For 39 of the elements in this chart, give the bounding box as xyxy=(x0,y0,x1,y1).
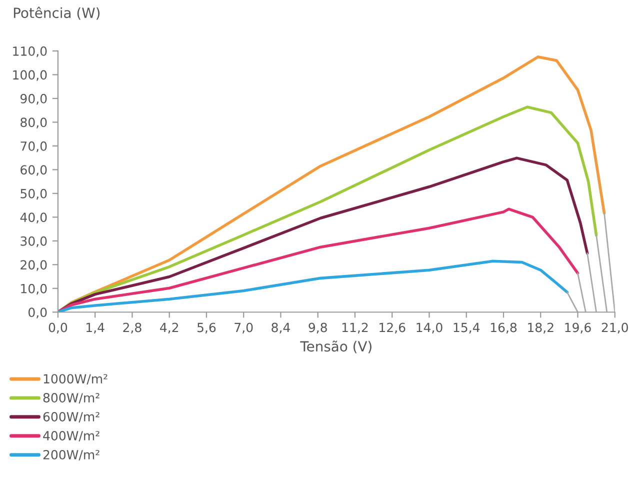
x-tick-label: 8,4 xyxy=(272,322,290,334)
x-tick-label: 7,0 xyxy=(234,322,253,334)
x-tick-label: 19,6 xyxy=(565,322,591,334)
legend-label: 400W/m² xyxy=(43,430,100,442)
y-tick-label: 80,0 xyxy=(20,118,47,128)
line-series xyxy=(58,260,569,312)
x-tick-label: 11,2 xyxy=(342,322,368,334)
x-tick-label: 2,8 xyxy=(123,322,142,334)
y-tick-label: 70,0 xyxy=(20,141,47,152)
x-tick-label: 16,8 xyxy=(490,322,517,334)
y-tick-label: 90,0 xyxy=(20,94,47,105)
legend-label: 600W/m² xyxy=(43,412,100,422)
line-series xyxy=(58,106,598,312)
x-tick-label: 5,6 xyxy=(197,322,216,334)
legend-label: 800W/m² xyxy=(43,393,100,404)
legend-label: 200W/m² xyxy=(43,450,100,460)
x-tick-label: 1,4 xyxy=(86,322,104,334)
x-tick-label: 14,0 xyxy=(416,322,442,334)
y-tick-label: 40,0 xyxy=(20,212,47,224)
x-tick-label: 9,8 xyxy=(308,322,327,334)
y-axis-title: Potência (W) xyxy=(14,6,100,20)
x-tick-label: 0,0 xyxy=(48,322,68,334)
y-tick-label: 30,0 xyxy=(20,236,47,248)
y-tick-label: 0,0 xyxy=(28,308,47,318)
line-series xyxy=(58,156,589,312)
x-axis-title: Tensão (V) xyxy=(300,340,372,354)
line-series xyxy=(58,208,580,312)
x-tick-label: 15,4 xyxy=(454,322,480,334)
y-tick-label: 50,0 xyxy=(20,188,47,200)
y-tick-label: 110,0 xyxy=(13,46,47,58)
x-tick-label: 4,2 xyxy=(160,322,178,334)
legend-label: 1000W/m² xyxy=(44,374,108,385)
x-tick-label: 12,6 xyxy=(380,322,406,334)
y-tick-label: 20,0 xyxy=(20,260,47,271)
y-tick-label: 100,0 xyxy=(13,70,47,81)
y-tick-label: 60,0 xyxy=(20,165,47,176)
x-tick-label: 21,0 xyxy=(602,322,628,334)
y-tick-label: 10,0 xyxy=(21,284,47,295)
x-tick-label: 18,2 xyxy=(528,322,554,334)
